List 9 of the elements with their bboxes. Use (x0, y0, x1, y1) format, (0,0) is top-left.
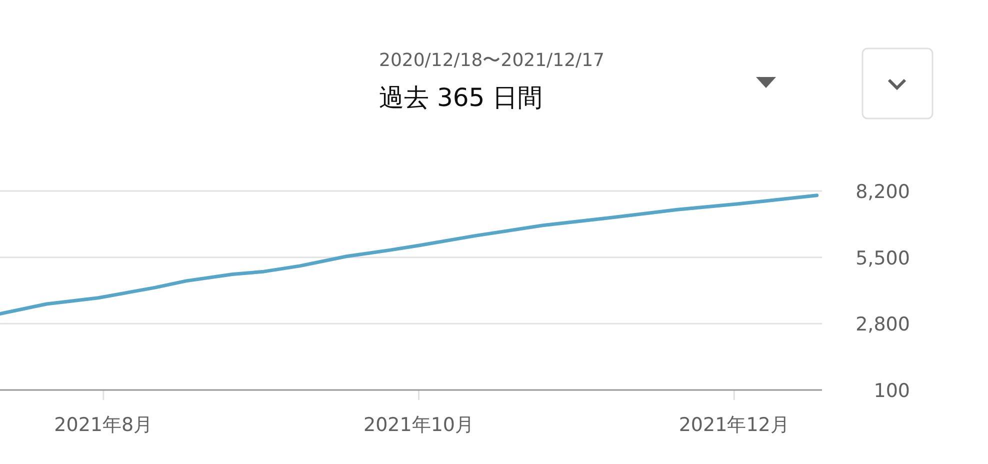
y-tick-label: 2,800 (856, 314, 910, 336)
x-tick-label: 2021年10月 (363, 414, 474, 436)
y-tick-label: 100 (874, 380, 910, 402)
x-tick-label: 2021年12月 (678, 414, 790, 436)
x-tick-label: 2021年8月 (54, 414, 153, 436)
y-tick-label: 8,200 (856, 181, 910, 203)
title: 過去 365 日間 (379, 83, 543, 112)
subtitle: 2020/12/18〜2021/12/17 (379, 50, 604, 71)
y-tick-label: 5,500 (856, 247, 910, 270)
